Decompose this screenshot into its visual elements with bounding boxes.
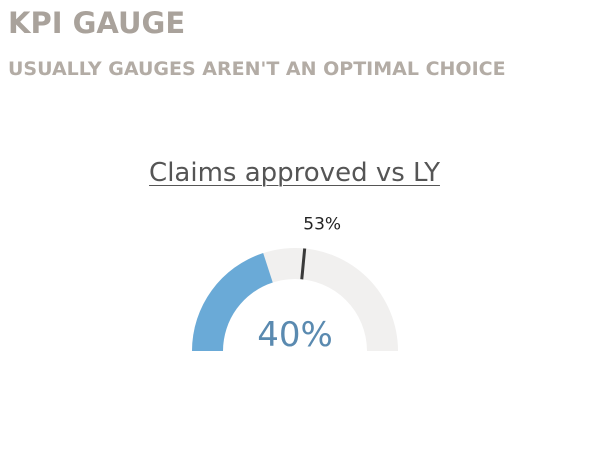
gauge-value-label: 40% xyxy=(257,315,333,355)
page-title: KPI GAUGE xyxy=(8,6,186,40)
gauge-value-arc xyxy=(192,253,273,351)
gauge-target-label: 53% xyxy=(303,215,341,235)
gauge-title: Claims approved vs LY xyxy=(149,158,440,188)
gauge-target-marker xyxy=(300,248,307,280)
page-subtitle: USUALLY GAUGES AREN'T AN OPTIMAL CHOICE xyxy=(8,58,506,80)
